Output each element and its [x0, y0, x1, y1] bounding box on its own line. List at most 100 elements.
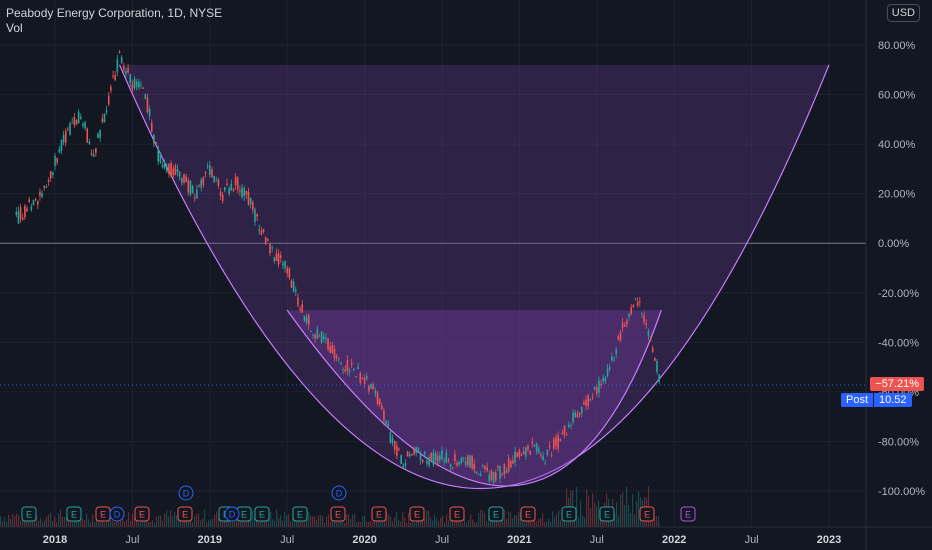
earnings-marker[interactable] — [680, 506, 696, 522]
price-candle — [443, 460, 445, 462]
price-candle — [355, 375, 357, 377]
price-candle — [585, 400, 587, 407]
volume-bar — [638, 491, 640, 527]
volume-bar — [296, 516, 298, 527]
price-candle — [376, 392, 379, 405]
volume-bar — [10, 519, 12, 527]
volume-bar — [374, 521, 376, 527]
volume-bar — [254, 517, 256, 527]
price-candle — [329, 346, 331, 354]
volume-bar — [550, 521, 552, 527]
volume-bar — [284, 511, 286, 527]
inner-cup-curve[interactable] — [286, 309, 662, 487]
price-candle — [43, 185, 46, 188]
earnings-marker[interactable] — [639, 506, 655, 522]
price-candle — [26, 208, 28, 212]
volume-bar — [450, 519, 452, 527]
price-candle — [656, 361, 658, 372]
price-candle — [150, 123, 153, 132]
volume-bar — [198, 513, 200, 527]
earnings-marker[interactable] — [134, 506, 150, 522]
volume-label[interactable]: Vol — [6, 21, 23, 35]
price-candle — [206, 166, 209, 168]
price-candle — [471, 455, 473, 469]
price-candle — [482, 465, 484, 467]
price-candle — [219, 191, 222, 196]
earnings-marker-label: E — [604, 510, 610, 520]
price-candle — [312, 334, 314, 336]
volume-bar — [38, 520, 40, 527]
price-candle — [533, 445, 536, 447]
price-candle — [17, 211, 20, 224]
earnings-marker[interactable] — [488, 506, 504, 522]
price-candle — [522, 451, 525, 455]
volume-bar — [222, 521, 224, 527]
earnings-marker[interactable] — [561, 506, 577, 522]
volume-bar — [166, 510, 168, 527]
price-candle — [636, 302, 639, 306]
dividend-marker[interactable] — [224, 506, 240, 522]
price-candle — [488, 474, 491, 482]
volume-bar — [626, 486, 628, 527]
earnings-marker[interactable] — [292, 506, 308, 522]
price-candle — [49, 171, 52, 179]
price-candle — [226, 183, 228, 186]
price-candle — [140, 84, 142, 86]
price-candle — [540, 454, 542, 456]
y-axis-tick-label: -80.00% — [878, 436, 919, 448]
volume-bar — [438, 521, 440, 527]
volume-bar — [462, 522, 464, 527]
volume-bar — [132, 514, 134, 527]
volume-bar — [424, 518, 426, 527]
earnings-marker[interactable] — [330, 506, 346, 522]
earnings-marker[interactable] — [21, 506, 37, 522]
dividend-marker-label: D — [229, 510, 236, 520]
dividend-marker[interactable] — [178, 485, 194, 501]
volume-bar — [28, 517, 30, 527]
currency-button[interactable]: USD — [886, 4, 920, 22]
dividend-marker[interactable] — [331, 485, 347, 501]
earnings-marker-label: E — [182, 510, 188, 520]
price-candle — [105, 110, 108, 113]
cup-pattern-curve[interactable] — [118, 64, 830, 489]
dividend-marker[interactable] — [109, 506, 125, 522]
price-candle — [230, 183, 233, 191]
volume-bar — [164, 513, 166, 527]
earnings-marker[interactable] — [371, 506, 387, 522]
price-candle — [322, 336, 325, 339]
price-candle — [475, 471, 478, 474]
earnings-marker[interactable] — [520, 506, 536, 522]
y-axis-tick-label: 60.00% — [878, 90, 916, 102]
price-candle — [290, 280, 293, 288]
price-candle — [630, 307, 632, 314]
price-candle — [436, 455, 439, 463]
price-candle — [486, 467, 488, 471]
volume-bar — [246, 518, 248, 527]
volume-bar — [156, 516, 158, 527]
volume-bar — [44, 519, 46, 527]
earnings-marker[interactable] — [449, 506, 465, 522]
price-candle — [172, 168, 175, 176]
price-candle — [84, 122, 86, 129]
price-candle — [520, 454, 523, 456]
price-candle — [608, 366, 611, 370]
volume-bar — [398, 520, 400, 527]
volume-bar — [64, 516, 66, 527]
earnings-marker[interactable] — [177, 506, 193, 522]
earnings-marker[interactable] — [409, 506, 425, 522]
volume-bar — [656, 516, 658, 527]
price-candle — [135, 81, 138, 87]
symbol-title[interactable]: Peabody Energy Corporation, 1D, NYSE — [6, 6, 223, 20]
volume-bar — [208, 520, 210, 527]
volume-bar — [556, 514, 558, 527]
price-candle — [632, 304, 635, 307]
volume-bar — [512, 518, 514, 527]
earnings-marker[interactable] — [66, 506, 82, 522]
earnings-marker[interactable] — [599, 506, 615, 522]
price-candle — [168, 163, 170, 174]
volume-bar — [476, 522, 478, 527]
volume-bar — [336, 520, 338, 527]
earnings-marker[interactable] — [254, 506, 270, 522]
